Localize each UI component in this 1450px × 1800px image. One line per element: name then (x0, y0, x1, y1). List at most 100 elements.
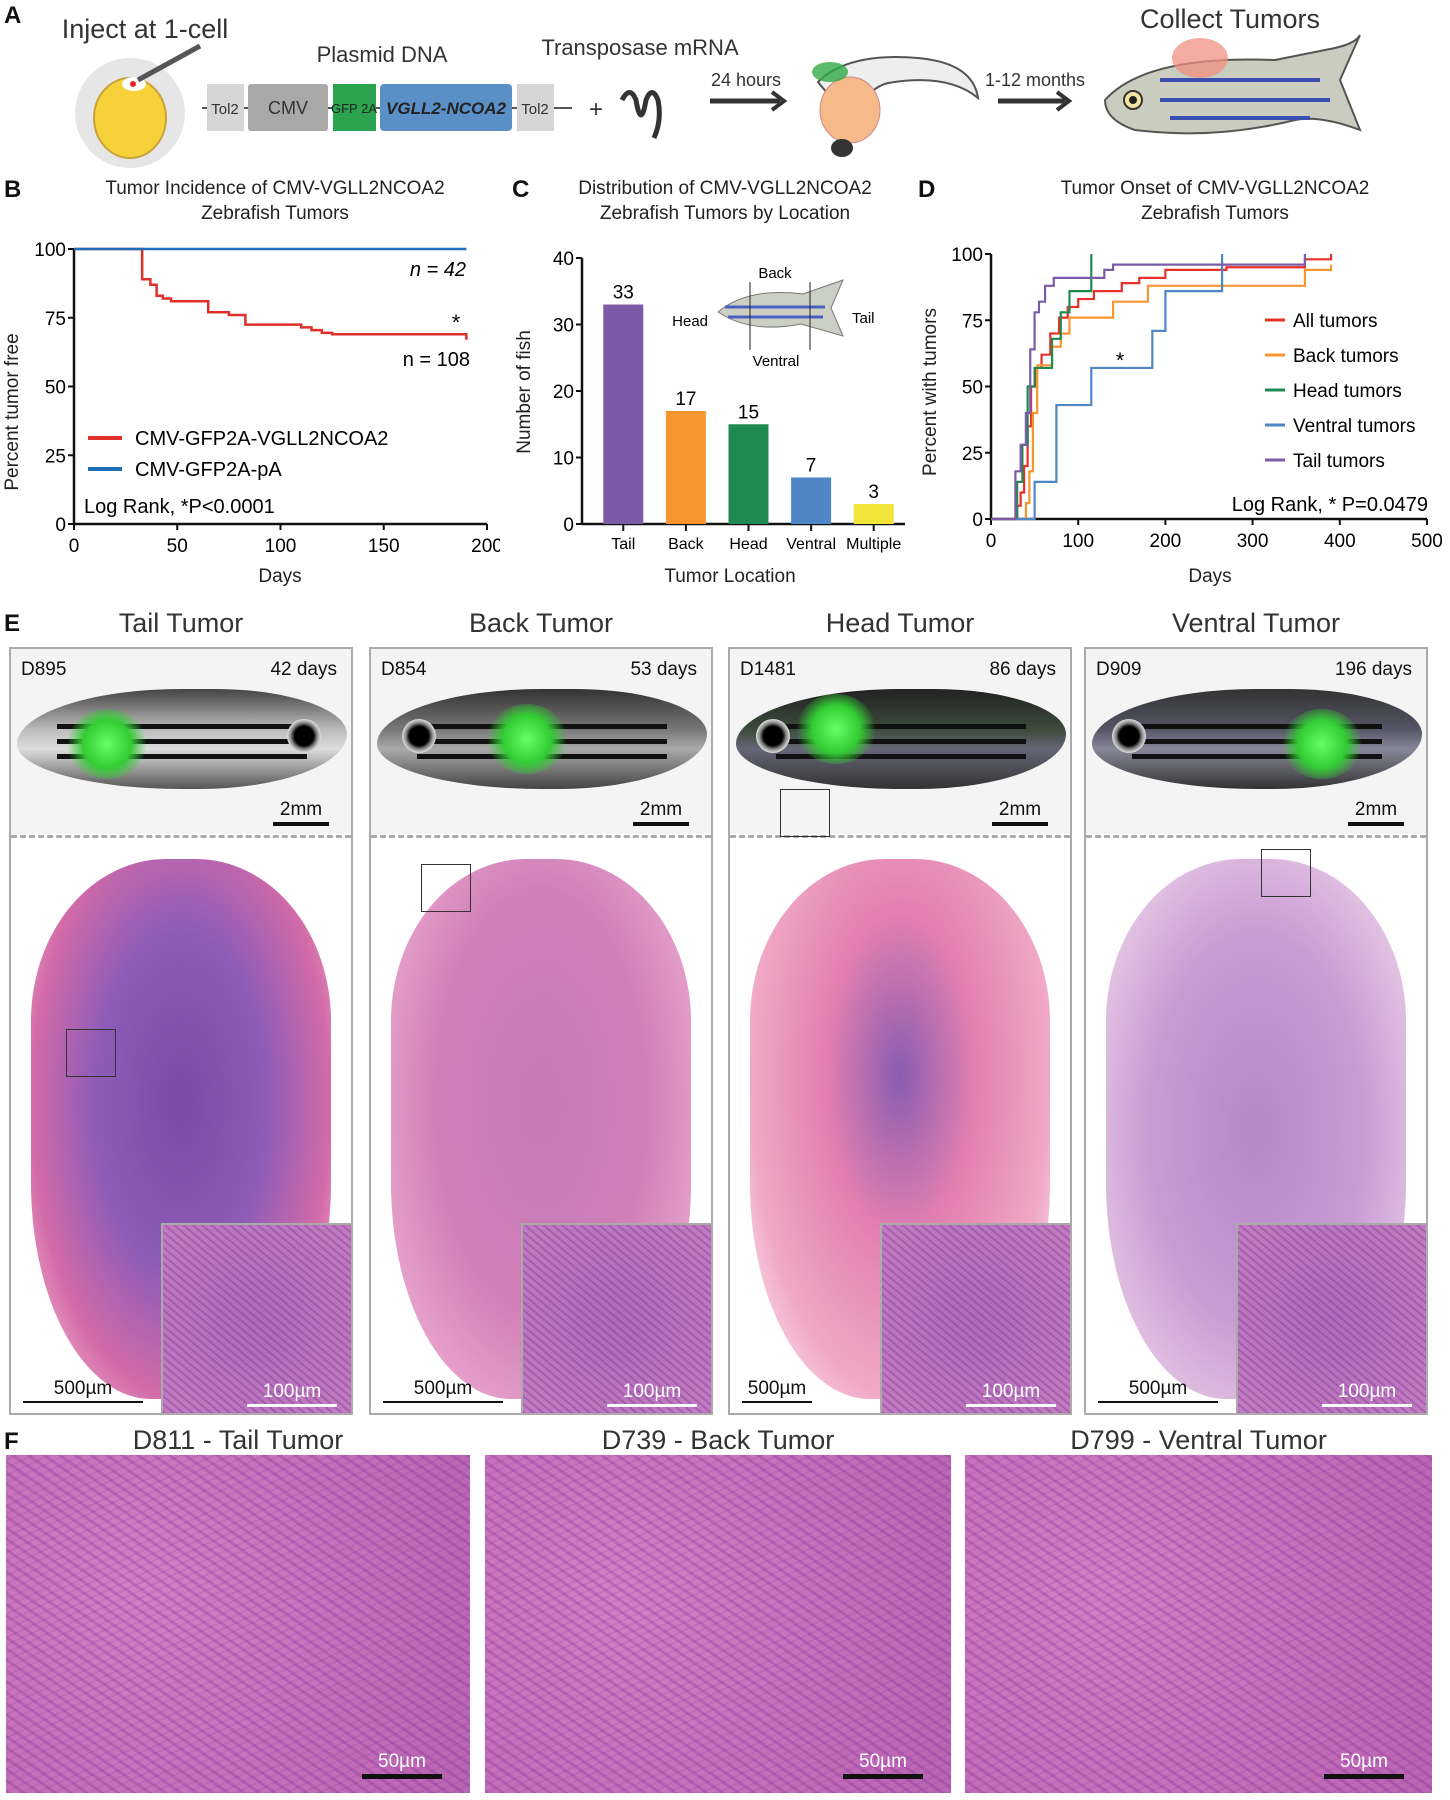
inset-scale-bar: 100µm (607, 1381, 697, 1407)
chart-2-y-tick-label: 0 (972, 510, 983, 531)
chart-c-xlabel: Tumor Location (664, 566, 795, 587)
section-scale-bar: 500µm (23, 1378, 143, 1403)
chart-0-y-tick-label: 100 (34, 240, 66, 261)
gfp-fish-photo: D854 53 days 2mm (371, 649, 711, 834)
scale-label: 500µm (1128, 1378, 1188, 1399)
panel-e-title: Tail Tumor (118, 608, 244, 638)
mrna-icon (619, 90, 662, 140)
chart-b-x-tick-label: 150 (368, 536, 400, 557)
chart-b-x-tick-label: 50 (167, 536, 188, 557)
chart-c-x-tick-label: Multiple (846, 536, 901, 553)
panel-label-e: E (4, 610, 21, 637)
chart-d-tumor-onset: Percent with tumors Days 0 25 50 75 100 0 100 2… (920, 245, 1443, 587)
scale-label: 100µm (1337, 1381, 1397, 1402)
chart-b-ylabel: Percent tumor free (2, 333, 23, 490)
fish-body (1092, 689, 1422, 789)
histology-scale-bar: 50µm (843, 1751, 923, 1779)
construct-label: CMV (268, 98, 308, 118)
chart-d-stat: Log Rank, * P=0.0479 (1232, 494, 1428, 516)
arrow-24h-label: 24 hours (711, 70, 781, 90)
divider (1086, 835, 1426, 838)
scale-label: 100µm (622, 1381, 682, 1402)
chart-d-x-tick-label: 200 (1150, 531, 1182, 552)
chart-d-x-tick-label: 100 (1062, 531, 1094, 552)
section-scale-bar: 500µm (383, 1378, 503, 1403)
panel-f-title: D799 - Ventral Tumor (1070, 1425, 1327, 1455)
chart-b-x-tick-label: 0 (69, 536, 80, 557)
chart-c-bar-back (665, 410, 706, 524)
chart-b-xlabel: Days (258, 566, 301, 587)
inset-region-box (66, 1029, 116, 1077)
panel-label-f: F (4, 1428, 19, 1455)
panel-label-c: C (512, 176, 530, 203)
fish-location-inset: Back Head Tail Ventral (672, 265, 874, 370)
chart-1-y-tick-label: 20 (553, 382, 574, 403)
chart-c-bar-value: 17 (675, 389, 696, 410)
panel-label-a: A (4, 2, 22, 29)
divider (371, 835, 711, 838)
fish-body (377, 689, 707, 789)
he-histology-image: 50µm (965, 1455, 1432, 1793)
gfp-fish-photo: D895 42 days 2mm (11, 649, 351, 834)
gfp-tumor-signal (67, 709, 147, 779)
arrow-icon (1055, 90, 1073, 112)
divider (730, 835, 1070, 838)
he-inset-magnified: 100µm (521, 1223, 711, 1413)
chart-b-star: * (452, 310, 461, 335)
he-inset-magnified: 100µm (880, 1223, 1070, 1413)
fish-id: D854 (381, 659, 427, 680)
chart-d-x-tick-label: 0 (986, 531, 997, 552)
chart-c-x-tick-label: Ventral (786, 536, 836, 553)
fish-body (17, 689, 347, 789)
chart-d-ylabel: Percent with tumors (920, 308, 941, 476)
fish-eye (402, 719, 436, 753)
plus-sign: + (589, 96, 603, 123)
scale-label: 2mm (279, 799, 323, 820)
fish-id: D1481 (740, 659, 796, 680)
chart-c-bar-value: 15 (738, 402, 759, 423)
chart-d-legend-label: Back tumors (1293, 346, 1399, 367)
legend-label-pa: CMV-GFP2A-pA (135, 459, 282, 481)
embryo-yolk-sac (819, 76, 881, 144)
fish-eye (287, 719, 321, 753)
inset-region-box (421, 864, 471, 912)
inject-label: Inject at 1-cell (62, 14, 229, 44)
chart-d-xlabel: Days (1188, 566, 1231, 587)
embryo-gfp (812, 62, 848, 82)
tumor-onset-days: 42 days (270, 659, 337, 680)
chart-d-x-tick-label: 300 (1237, 531, 1269, 552)
chart-b-title: Tumor Incidence of CMV-VGLL2NCOA2 Zebraf… (105, 178, 445, 224)
transposase-label: Transposase mRNA (541, 35, 739, 60)
chart-c-bar-head (728, 424, 769, 524)
inset-region-box (1261, 849, 1311, 897)
scale-label: 500µm (53, 1378, 113, 1399)
he-histology-image: 50µm (485, 1455, 951, 1793)
panel-e-title: Ventral Tumor (1171, 608, 1341, 638)
chart-b-tumor-incidence: Percent tumor free Days 0 25 50 75 100 0 50 100… (2, 240, 500, 587)
scale-label: 2mm (998, 799, 1042, 820)
gfp-tumor-signal (1282, 709, 1362, 779)
fish-eye (756, 719, 790, 753)
tumor-mass (1172, 38, 1228, 78)
gfp-fish-photo: D1481 86 days 2mm (730, 649, 1070, 834)
fish-id: D895 (21, 659, 67, 680)
chart-2-y-tick-label: 100 (951, 245, 983, 266)
chart-d-title: Tumor Onset of CMV-VGLL2NCOA2 Zebrafish … (1060, 178, 1370, 224)
tumor-onset-days: 53 days (630, 659, 697, 680)
chart-1-y-tick-label: 10 (553, 449, 574, 470)
chart-1-y-tick-label: 0 (563, 515, 574, 536)
tumor-panel: D909 196 days 2mm 100µm 500µm (1084, 647, 1428, 1415)
chart-d-x-tick-label: 400 (1324, 531, 1356, 552)
he-histology-image: 50µm (6, 1455, 470, 1793)
chart-0-y-tick-label: 50 (45, 378, 66, 399)
chart-d-series-line-1 (991, 264, 1333, 521)
photo-scale-bar: 2mm (992, 799, 1048, 826)
chart-1-y-tick-label: 40 (553, 249, 574, 270)
scale-label: 50µm (859, 1751, 907, 1772)
chart-c-bar-value: 33 (613, 283, 634, 304)
chart-c-bar-tail (603, 304, 644, 524)
chart-0-y-tick-label: 75 (45, 309, 66, 330)
chart-d-x-tick-label: 500 (1411, 531, 1443, 552)
photo-scale-bar: 2mm (273, 799, 329, 826)
panel-label-d: D (918, 176, 936, 203)
